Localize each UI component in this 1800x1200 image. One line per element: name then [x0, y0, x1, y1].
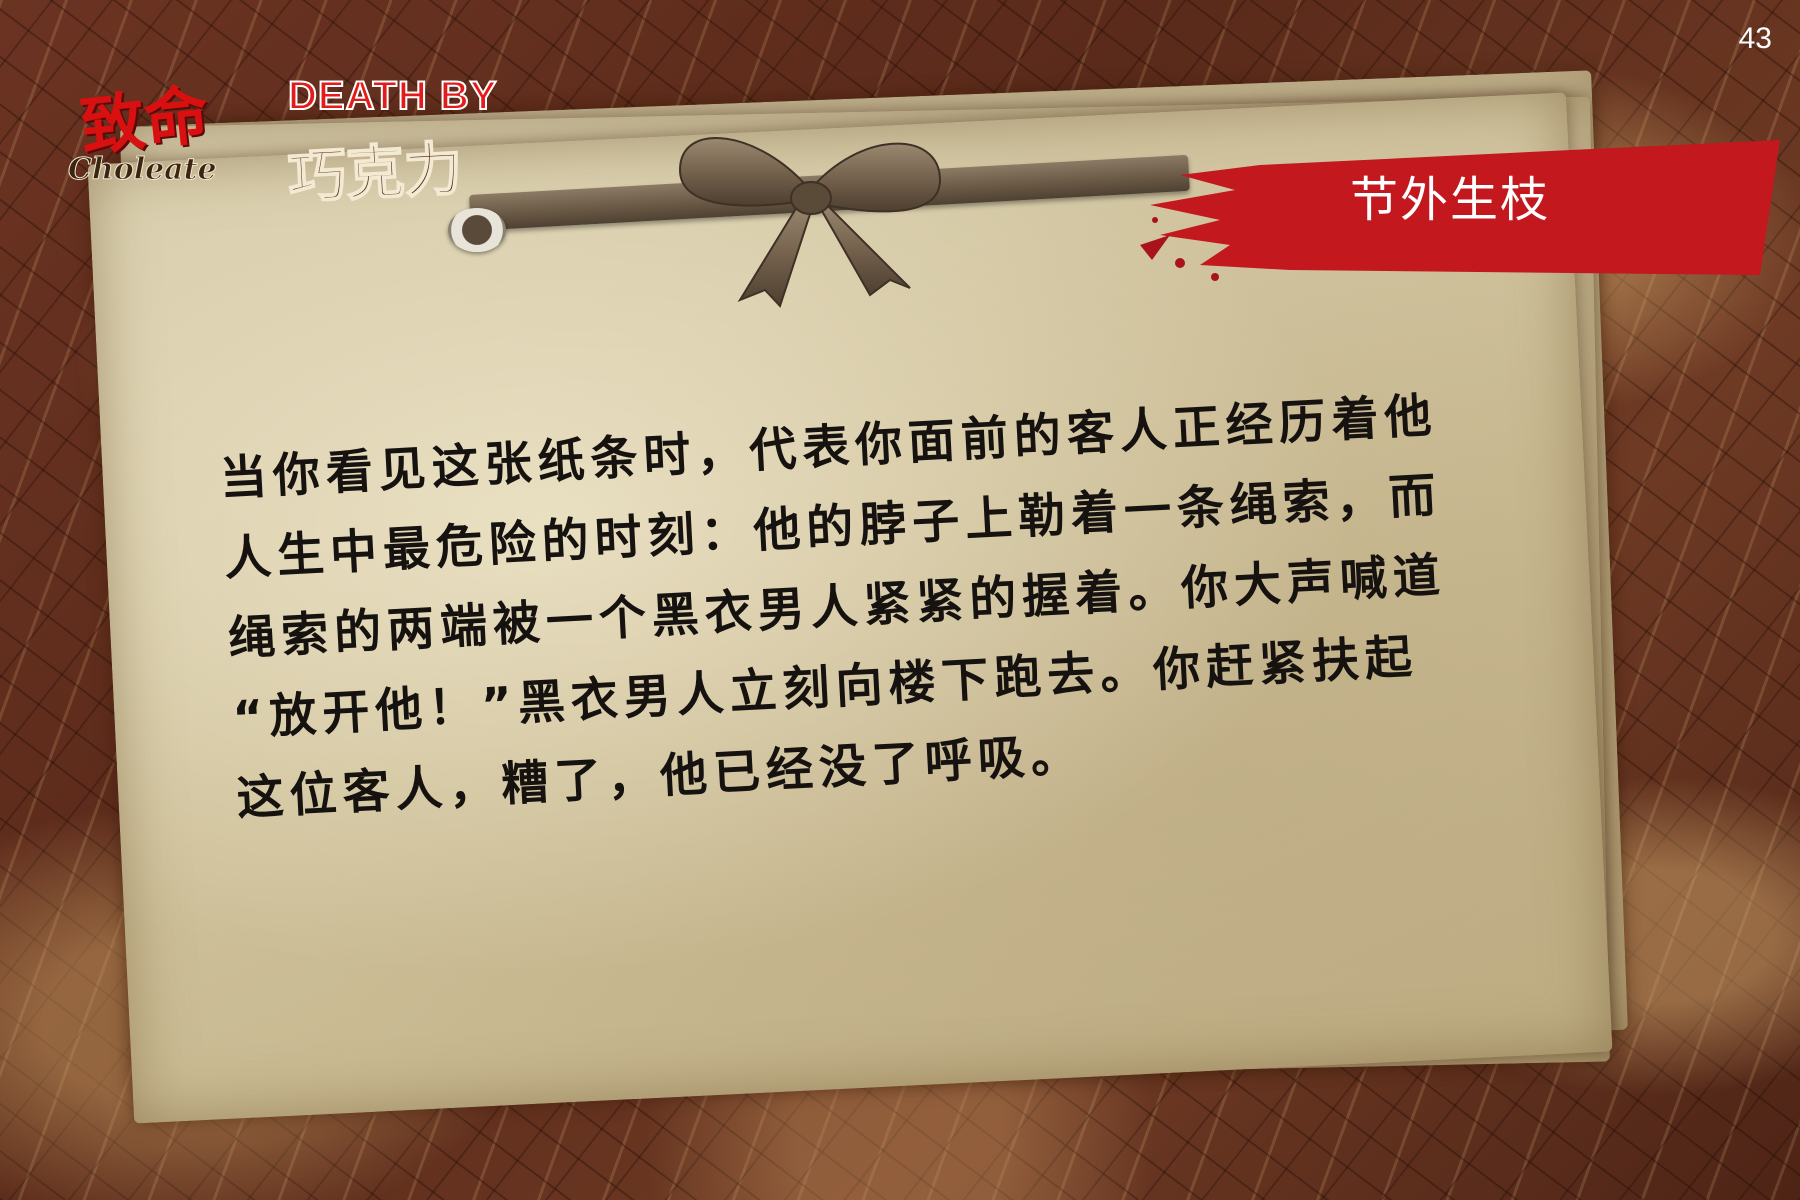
- death-by-chocolate-logo: 致命 DEATH BY Choleate 巧克力: [30, 30, 500, 213]
- logo-qiaokeli-text: 巧克力: [286, 133, 465, 212]
- grommet-eyelet: [448, 208, 506, 252]
- slide-number: 43: [1738, 22, 1772, 55]
- ribbon-bow-icon: [678, 137, 942, 308]
- section-tag-brush: [1140, 140, 1780, 281]
- logo-death-by-text: DEATH BY: [287, 73, 498, 119]
- section-tag-label: 节外生枝: [1350, 172, 1551, 228]
- story-note: 当你看见这张纸条时，代表你面前的客人正经历着他 人生中最危险的时刻：他的脖子上勒…: [218, 369, 1597, 840]
- logo-chocolate-text: Choleate: [68, 152, 218, 188]
